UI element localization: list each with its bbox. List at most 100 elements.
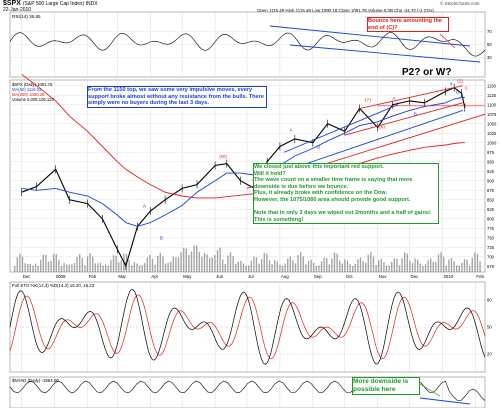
volume-bar <box>289 256 291 272</box>
volume-bar <box>167 262 169 272</box>
volume-bar <box>248 265 250 272</box>
volume-bar <box>427 260 429 272</box>
volume-bar <box>110 260 112 272</box>
volume-bar <box>349 264 351 272</box>
volume-bar <box>206 254 208 272</box>
volume-bar <box>118 262 120 272</box>
price-legend-entry: MA(200) 1000.29 <box>12 92 45 97</box>
wave-label-blue: B <box>414 111 417 116</box>
volume-bar <box>339 260 341 272</box>
volume-bar <box>68 264 70 272</box>
volume-bar <box>354 263 356 272</box>
volume-bar <box>112 255 115 272</box>
volume-bar <box>45 254 47 272</box>
sto-tick-label: 20 <box>487 352 492 357</box>
volume-bar <box>237 261 239 272</box>
volume-bar <box>463 259 466 272</box>
volume-bar <box>227 255 229 272</box>
volume-bar <box>370 252 372 272</box>
price-legend-entry: MA(50) 1119.02 <box>12 87 42 92</box>
volume-bar <box>333 252 336 272</box>
arrow-bounce <box>439 33 456 49</box>
volume-bar <box>404 252 406 272</box>
volume-bar <box>300 252 302 272</box>
volume-bar <box>346 260 349 272</box>
volume-bar <box>24 263 26 272</box>
volume-bar <box>437 254 440 272</box>
volume-bar <box>164 263 167 272</box>
price-tick-label: 975 <box>487 150 495 155</box>
volume-bar <box>138 265 141 272</box>
x-tick-label: 2009 <box>56 274 66 279</box>
volume-bar <box>94 263 96 272</box>
volume-bar <box>271 264 273 272</box>
note-bounce: Bounce here amounting the end of (C)? <box>367 17 449 33</box>
volume-bar <box>40 259 42 272</box>
volume-bar <box>177 257 180 272</box>
sto-tick-label: 50 <box>487 325 492 330</box>
volume-bar <box>294 263 297 272</box>
volume-bar <box>128 259 130 272</box>
wave-label-red: (2) <box>457 79 463 84</box>
volume-bar <box>89 253 91 272</box>
volume-bar <box>461 262 463 272</box>
volume-bar <box>131 265 133 272</box>
volume-bar <box>29 263 31 272</box>
volume-bar <box>424 264 427 272</box>
volume-bar <box>216 250 219 272</box>
volume-bar <box>310 259 312 272</box>
wave-label-blue: A <box>143 203 147 208</box>
price-tick-label: 850 <box>487 197 495 202</box>
volume-bar <box>115 255 117 272</box>
volume-bar <box>19 253 21 272</box>
wave-label-blue: b <box>456 90 459 95</box>
price-tick-label: 875 <box>487 188 495 193</box>
x-tick-label: Mar <box>118 274 126 279</box>
volume-bar <box>242 263 245 272</box>
volume-bar <box>307 261 310 272</box>
volume-bar <box>417 259 419 272</box>
volume-bar <box>443 256 445 272</box>
wave-label-blue: A <box>393 96 397 101</box>
price-tick-label: 1000 <box>487 140 497 145</box>
volume-bar <box>284 263 286 272</box>
chart-title: $SPX (S&P 500 Large Cap Index) INDX <box>3 0 98 8</box>
wave-label-blue: B <box>317 144 320 149</box>
volume-bar <box>435 262 437 272</box>
volume-bar <box>188 255 190 272</box>
price-tick-label: 675 <box>487 264 495 269</box>
x-tick-label: Sep <box>314 274 322 279</box>
volume-bar <box>362 260 364 272</box>
volume-bar <box>162 256 164 272</box>
volume-bar <box>440 252 442 272</box>
volume-bar <box>157 255 159 272</box>
volume-bar <box>432 261 434 272</box>
price-tick-label: 725 <box>487 245 495 250</box>
x-tick-label: 2010 <box>443 274 453 279</box>
wave-label-red: (W) <box>219 154 227 159</box>
volume-bar <box>352 265 354 272</box>
volume-bar <box>450 257 453 272</box>
rsi-tick-label: 70 <box>487 29 492 34</box>
volume-bar <box>393 258 395 272</box>
volume-bar <box>375 264 377 272</box>
volume-bar <box>378 260 380 272</box>
x-tick-label: Feb <box>476 274 484 279</box>
volume-bar <box>146 257 148 272</box>
volume-bar <box>456 265 458 272</box>
volume-bar <box>396 258 398 272</box>
x-tick-label: Nov <box>379 274 388 279</box>
sto-k-line <box>9 288 486 365</box>
volume-bar <box>469 265 471 272</box>
x-tick-label: Aug <box>281 274 289 279</box>
volume-bar <box>42 254 44 272</box>
volume-bar <box>372 256 375 272</box>
volume-bar <box>60 265 63 272</box>
rsi-tick-label: 50 <box>487 42 492 47</box>
volume-bar <box>79 254 81 272</box>
x-tick-label: Jul <box>248 274 254 279</box>
nyad-label: $NYAD (Daily) -1964.00 <box>12 378 59 383</box>
volume-bar <box>159 252 161 272</box>
volume-bar <box>203 253 206 272</box>
